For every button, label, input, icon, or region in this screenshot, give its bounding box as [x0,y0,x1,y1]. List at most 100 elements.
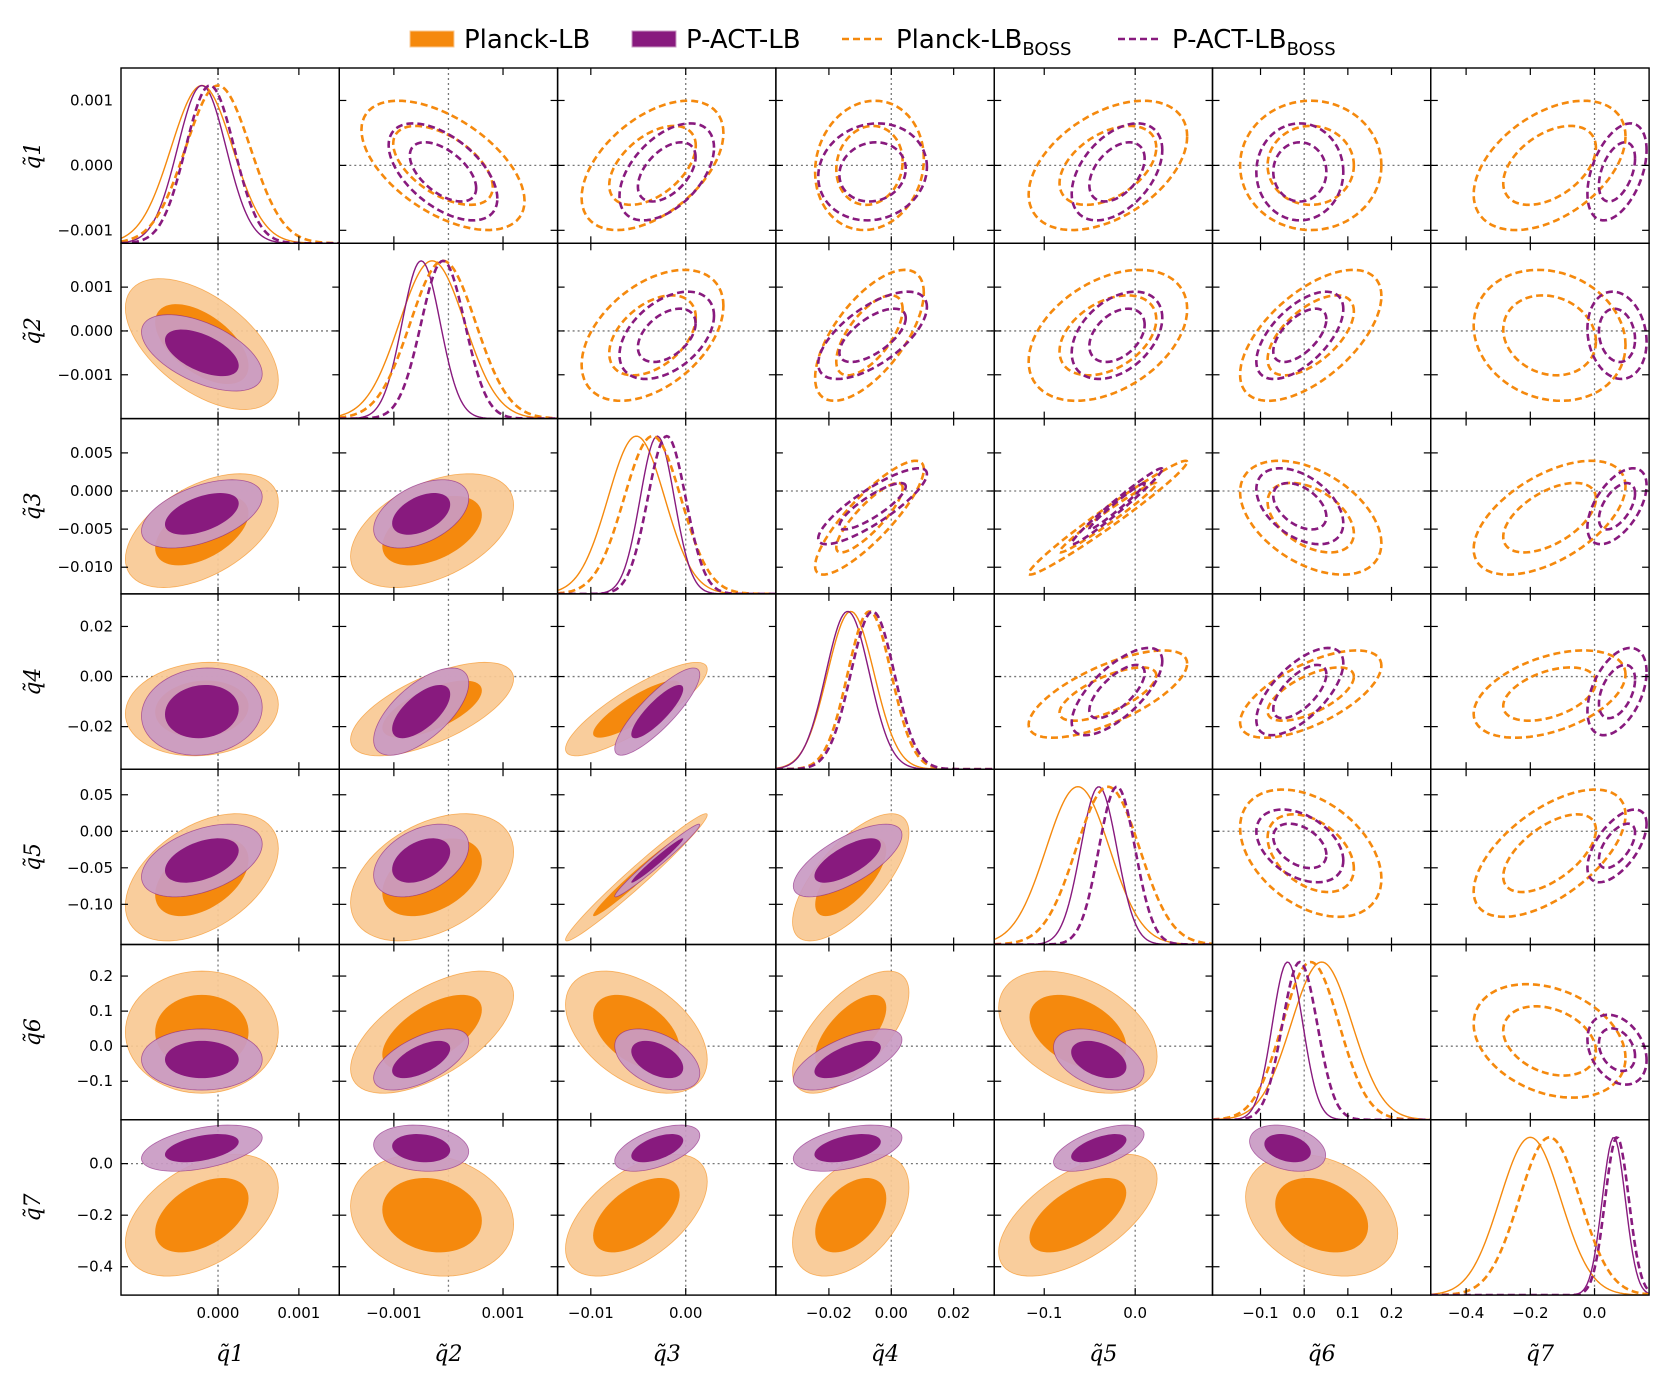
panel-q3-q1 [120,417,341,595]
contour-68-Planck-LB [1275,1177,1369,1253]
contour-68-Planck-LBBOSS [1266,813,1356,894]
contour-68-P-ACT-LBBOSS [1597,307,1637,364]
contour-68-P-ACT-LB [164,1040,239,1079]
contour-68-P-ACT-LB [392,1040,451,1079]
contour-95-P-ACT-LBBOSS [618,122,716,222]
contour-95-Planck-LBBOSS [1238,788,1383,919]
contour-68-Planck-LBBOSS [1501,1005,1598,1077]
panel-q6-q2 [338,943,559,1121]
contour-68-Planck-LB [815,1177,887,1253]
legend-entry-P-ACT-LB: P-ACT-LB [631,25,801,55]
y-axis-label: q̃6 [21,1018,46,1046]
contour-68-Planck-LBBOSS [1058,124,1158,207]
contour-68-P-ACT-LB [1071,1040,1127,1079]
panel-q4-q3 [556,593,777,770]
panel-frame [775,67,995,245]
contour-95-Planck-LBBOSS [1472,649,1627,740]
contour-68-Planck-LBBOSS [1058,481,1158,554]
contour-95-Planck-LBBOSS [580,268,725,403]
contour-68-Planck-LBBOSS [1266,294,1356,377]
contour-95-P-ACT-LBBOSS [1255,646,1345,737]
panel-frame [1211,768,1432,946]
y-axis-label: q̃7 [21,1193,46,1221]
x-tick-label: −0.2 [1512,1304,1548,1322]
contour-68-Planck-LB [593,1177,680,1253]
contour-68-Planck-LBBOSS [1501,124,1598,207]
x-tick-label: −0.1 [1242,1304,1278,1322]
panel-q6-q3 [556,943,777,1121]
contour-68-P-ACT-LBBOSS [1271,822,1328,870]
panel-q1-q4 [775,67,995,245]
panel-q6-q4 [775,943,995,1121]
contour-95-Planck-LBBOSS [1472,459,1627,576]
x-tick-label: 0.02 [937,1304,970,1322]
contour-95-Planck-LBBOSS [1238,268,1383,403]
contour-68-Planck-LBBOSS [834,481,904,554]
contour-95-P-ACT-LBBOSS [1586,1013,1648,1086]
panel-q5-q1 [120,768,341,946]
contour-68-Planck-LBBOSS [1501,666,1598,723]
legend-entry-Planck-LBBOSS: Planck-LBBOSS [842,25,1071,60]
y-tick-label: −0.10 [67,895,113,913]
contour-95-Planck-LBBOSS [1027,99,1189,232]
y-tick-label: −0.2 [77,1206,113,1224]
contour-95-Planck-LBBOSS [1238,649,1383,740]
contour-68-P-ACT-LBBOSS [408,140,478,203]
panel-q3-q7 [1430,417,1650,595]
y-tick-label: 0.00 [80,822,113,840]
panel-q6-q1 [120,943,341,1121]
x-tick-label: 0.0 [1292,1304,1316,1322]
marginal-P-ACT-LB [994,786,1213,945]
contour-68-P-ACT-LB [814,1134,881,1163]
marginal-Planck-LBBOSS [994,785,1213,945]
contour-95-P-ACT-LBBOSS [1255,467,1345,546]
panel-frame [775,593,995,770]
contour-95-P-ACT-LBBOSS [1586,646,1648,737]
contour-95-Planck-LBBOSS [813,99,926,232]
contour-68-P-ACT-LBBOSS [636,307,697,364]
contour-95-P-ACT-LBBOSS [1070,290,1164,381]
contour-95-Planck-LBBOSS [1027,649,1189,740]
contour-95-Planck-LBBOSS [1238,99,1383,232]
panel-q5-q3 [556,768,777,946]
contour-95-Planck-LBBOSS [360,99,526,232]
contour-95-P-ACT-LBBOSS [1255,122,1345,222]
contour-68-P-ACT-LB [392,684,451,739]
contour-68-Planck-LBBOSS [1501,481,1598,554]
y-tick-label: 0.000 [70,322,113,340]
contour-68-P-ACT-LBBOSS [1088,663,1146,720]
y-tick-label: 0.05 [80,786,113,804]
contour-95-P-ACT-LBBOSS [1070,122,1164,222]
panel-q1-q2 [338,67,559,245]
x-tick-label: −0.4 [1448,1304,1484,1322]
y-tick-label: −0.05 [67,859,113,877]
legend-swatch [631,30,677,48]
x-tick-label: 0.00 [875,1304,908,1322]
x-axis-label: q̃4 [871,1342,899,1367]
y-tick-label: 0.005 [70,444,113,462]
panel-q7-q2 [338,1119,559,1296]
panel-frame [775,417,995,595]
x-tick-label: 0.0 [1583,1304,1607,1322]
panel-frame [993,417,1214,595]
contour-95-Planck-LBBOSS [813,268,926,403]
contour-95-P-ACT-LBBOSS [618,290,716,381]
panel-q1-q3 [556,67,777,245]
panel-q2-q4 [775,242,995,420]
contour-95-P-ACT-LBBOSS [1070,646,1164,737]
y-tick-label: −0.005 [57,520,113,538]
legend-entry-P-ACT-LBBOSS: P-ACT-LBBOSS [1118,25,1336,60]
marginal-P-ACT-LBBOSS [1430,1136,1650,1296]
panel-q1-q5 [993,67,1214,245]
y-axis-label: q̃4 [21,668,46,696]
contour-68-P-ACT-LBBOSS [1271,663,1328,720]
contour-68-P-ACT-LB [164,329,239,377]
contour-95-Planck-LBBOSS [813,459,926,576]
legend-label: Planck-LB [464,25,590,55]
contour-68-P-ACT-LB [164,1134,239,1163]
contour-68-P-ACT-LBBOSS [1597,481,1637,531]
contour-68-Planck-LBBOSS [1058,294,1158,377]
legend: Planck-LB P-ACT-LB Planck-LBBOSS P-ACT-LBBO… [409,25,1336,60]
panel-q6-q7 [1430,943,1650,1121]
x-axis-label: q̃3 [653,1342,681,1367]
